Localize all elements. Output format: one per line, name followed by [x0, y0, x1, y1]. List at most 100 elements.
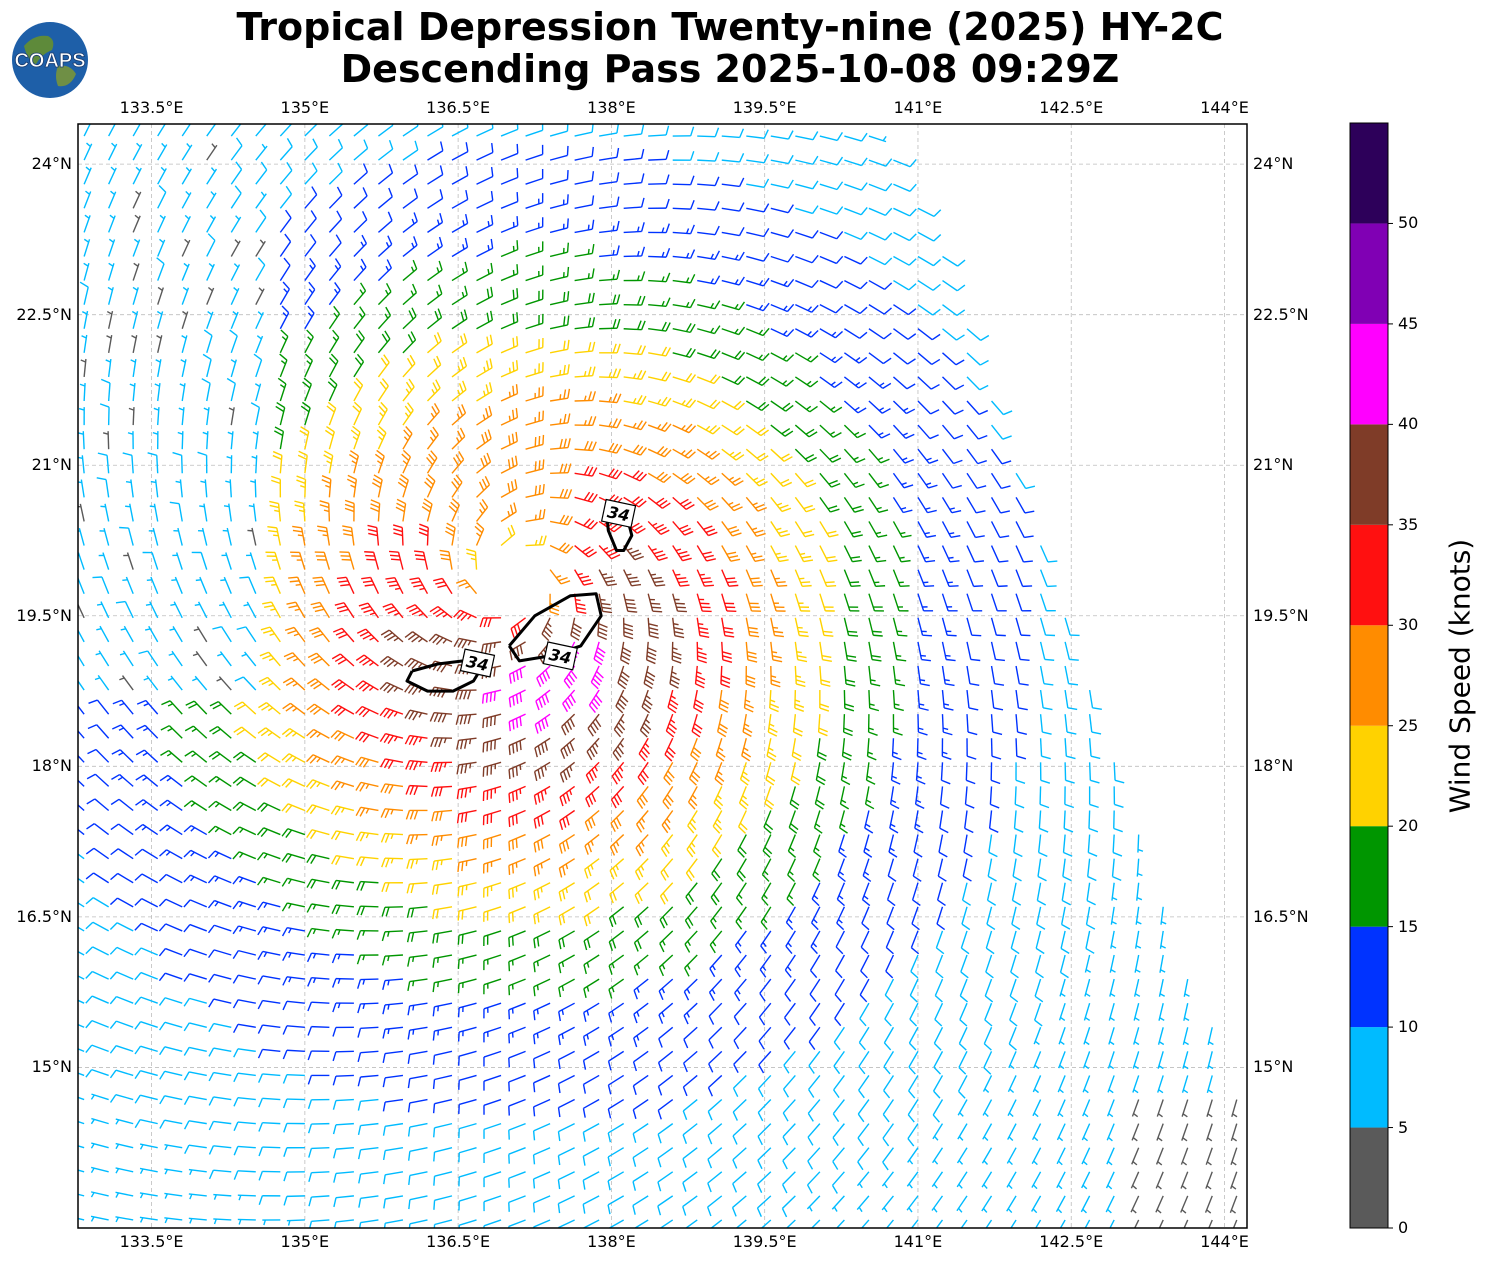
wind-barb [672, 200, 695, 210]
wind-barb [357, 1122, 379, 1135]
wind-barb [837, 858, 846, 883]
wind-barb [78, 1096, 85, 1101]
wind-barb [319, 500, 331, 522]
wind-barb [672, 323, 696, 334]
wind-barb [257, 950, 281, 960]
wind-barb [696, 545, 716, 562]
wind-barb [306, 754, 330, 764]
colorbar-bin [1350, 323, 1388, 425]
wind-barb [500, 192, 519, 209]
wind-barb [795, 279, 819, 289]
wind-barb [583, 882, 600, 903]
wind-barb [282, 951, 305, 962]
wind-barb [408, 1171, 428, 1185]
wind-barb [623, 545, 644, 561]
wind-barb [207, 875, 232, 884]
wind-barb [835, 954, 846, 979]
wind-barb [377, 187, 393, 209]
wind-barb [609, 834, 625, 856]
wind-barb [158, 997, 183, 1006]
wind-barb [623, 470, 648, 482]
wind-barb [234, 676, 257, 691]
wind-barb [966, 352, 989, 366]
wind-barb [574, 292, 595, 306]
wind-barb [861, 882, 871, 907]
colorbar-tick-label: 35 [1398, 514, 1419, 534]
wind-barb [110, 848, 134, 860]
wind-barb [402, 236, 418, 258]
wind-barb [79, 382, 86, 402]
wind-barb [557, 1195, 575, 1214]
wind-barb [466, 548, 478, 570]
wind-barb [1088, 738, 1101, 760]
wind-barb [1015, 545, 1033, 563]
wind-barb [1015, 665, 1029, 686]
wind-barb [617, 665, 630, 690]
wind-barb [192, 675, 208, 691]
wind-barb [990, 424, 1012, 440]
wind-barb [134, 996, 158, 1006]
wind-barb [657, 1195, 674, 1216]
wind-barb [1156, 1099, 1164, 1118]
wind-barb [989, 786, 1000, 809]
wind-barb [406, 833, 428, 845]
wind-barb [1039, 617, 1056, 637]
wind-barb [252, 431, 259, 450]
wind-barb [279, 233, 292, 257]
wind-barb [207, 924, 232, 934]
wind-barb [533, 833, 551, 853]
wind-barb [693, 689, 704, 714]
wind-barb [193, 626, 208, 643]
wind-barb [232, 875, 257, 885]
wind-barb [500, 502, 517, 523]
wind-barb [533, 858, 551, 877]
wind-barb [966, 689, 979, 711]
wind-barb [508, 1098, 526, 1116]
wind-barb [549, 170, 569, 185]
wind-barb [647, 520, 670, 535]
wind-barb [785, 906, 796, 931]
wind-barb [966, 617, 982, 637]
wind-barb [257, 901, 281, 911]
wind-barb [476, 452, 492, 474]
wind-barb [134, 1118, 158, 1129]
wind-barb [479, 617, 502, 628]
wind-barb [1109, 978, 1116, 997]
wind-barb [451, 166, 469, 185]
wind-barb [432, 1002, 453, 1017]
wind-barb [788, 810, 799, 834]
wind-barb [844, 132, 868, 142]
wind-barb [819, 593, 835, 612]
wind-barb [78, 431, 85, 450]
wind-barb [206, 215, 217, 233]
wind-barb [557, 1074, 575, 1094]
wind-barb [85, 1068, 109, 1078]
wind-barb [610, 809, 625, 833]
wind-barb [306, 952, 330, 963]
wind-barb [1015, 689, 1028, 711]
wind-barb [623, 222, 645, 234]
wind-barb [770, 352, 795, 362]
wind-barb [672, 593, 687, 613]
wind-barb [232, 999, 256, 1009]
wind-barb [250, 402, 261, 426]
wind-barb [1180, 1147, 1189, 1166]
wind-barb [623, 295, 646, 306]
wind-barb [312, 576, 331, 594]
wind-barb [598, 593, 613, 614]
wind-barb [102, 431, 110, 450]
wind-barb [146, 576, 159, 594]
wind-barb [633, 1026, 649, 1048]
wind-barb [451, 190, 469, 209]
wind-barb [721, 424, 745, 436]
wind-barb [181, 238, 191, 257]
wind-barb [508, 1002, 526, 1020]
wind-barb [590, 665, 604, 690]
wind-barb [708, 1050, 723, 1073]
wind-barb [966, 376, 989, 391]
wind-barb [131, 335, 138, 353]
wind-barb [402, 164, 419, 185]
wind-barb [635, 810, 649, 833]
wind-barb [159, 1070, 183, 1080]
